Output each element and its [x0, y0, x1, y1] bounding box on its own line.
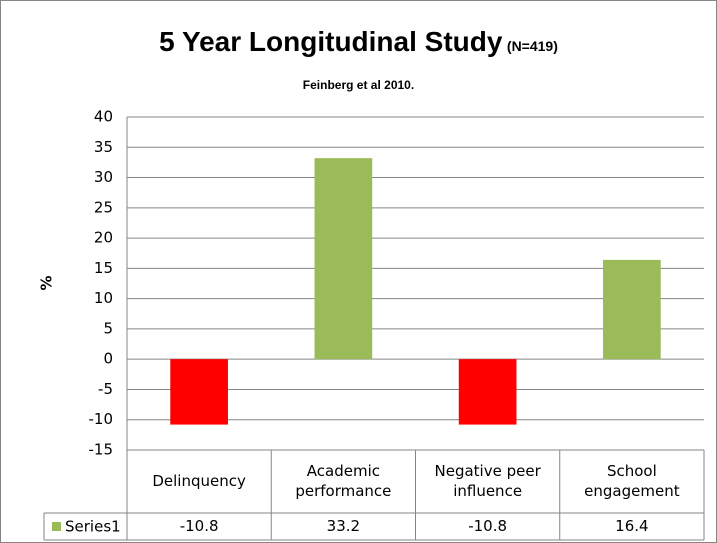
- y-tick-label: 35: [94, 138, 113, 156]
- bar: [170, 359, 228, 425]
- table-value: 33.2: [326, 516, 361, 535]
- y-tick-label: 0: [103, 350, 113, 368]
- legend-swatch: [52, 522, 61, 531]
- category-cell: Negative peer influence: [434, 462, 541, 500]
- title-note: (N=419): [506, 38, 558, 54]
- y-tick-label: -15: [89, 441, 114, 459]
- chart-subtitle: Feinberg et al 2010.: [302, 78, 415, 92]
- y-tick-label: 30: [94, 168, 113, 186]
- y-axis-label: %: [38, 275, 56, 290]
- table-value: 16.4: [615, 516, 649, 535]
- y-tick-label: 5: [103, 319, 113, 337]
- y-tick-label: -10: [89, 410, 114, 428]
- y-tick-label: 25: [94, 198, 113, 216]
- y-tick-label: 10: [94, 289, 113, 307]
- chart-title: 5 Year Longitudinal Study: [159, 26, 503, 57]
- category-cell: Academic performance: [295, 462, 392, 500]
- bar: [314, 158, 373, 360]
- category-cell: Delinquency: [152, 471, 246, 490]
- bar: [603, 259, 661, 360]
- y-tick-label: 15: [94, 259, 113, 277]
- table-value: -10.8: [468, 516, 508, 535]
- category-cell: School engagement: [584, 462, 680, 500]
- y-tick-label: 20: [94, 229, 113, 247]
- y-tick-label: 40: [94, 108, 113, 126]
- legend-label: Series1: [65, 518, 121, 536]
- bar: [458, 359, 517, 425]
- table-value: -10.8: [179, 516, 219, 535]
- chart-title-block: 5 Year Longitudinal Study (N=419): [0, 26, 717, 58]
- y-tick-label: -5: [98, 380, 113, 398]
